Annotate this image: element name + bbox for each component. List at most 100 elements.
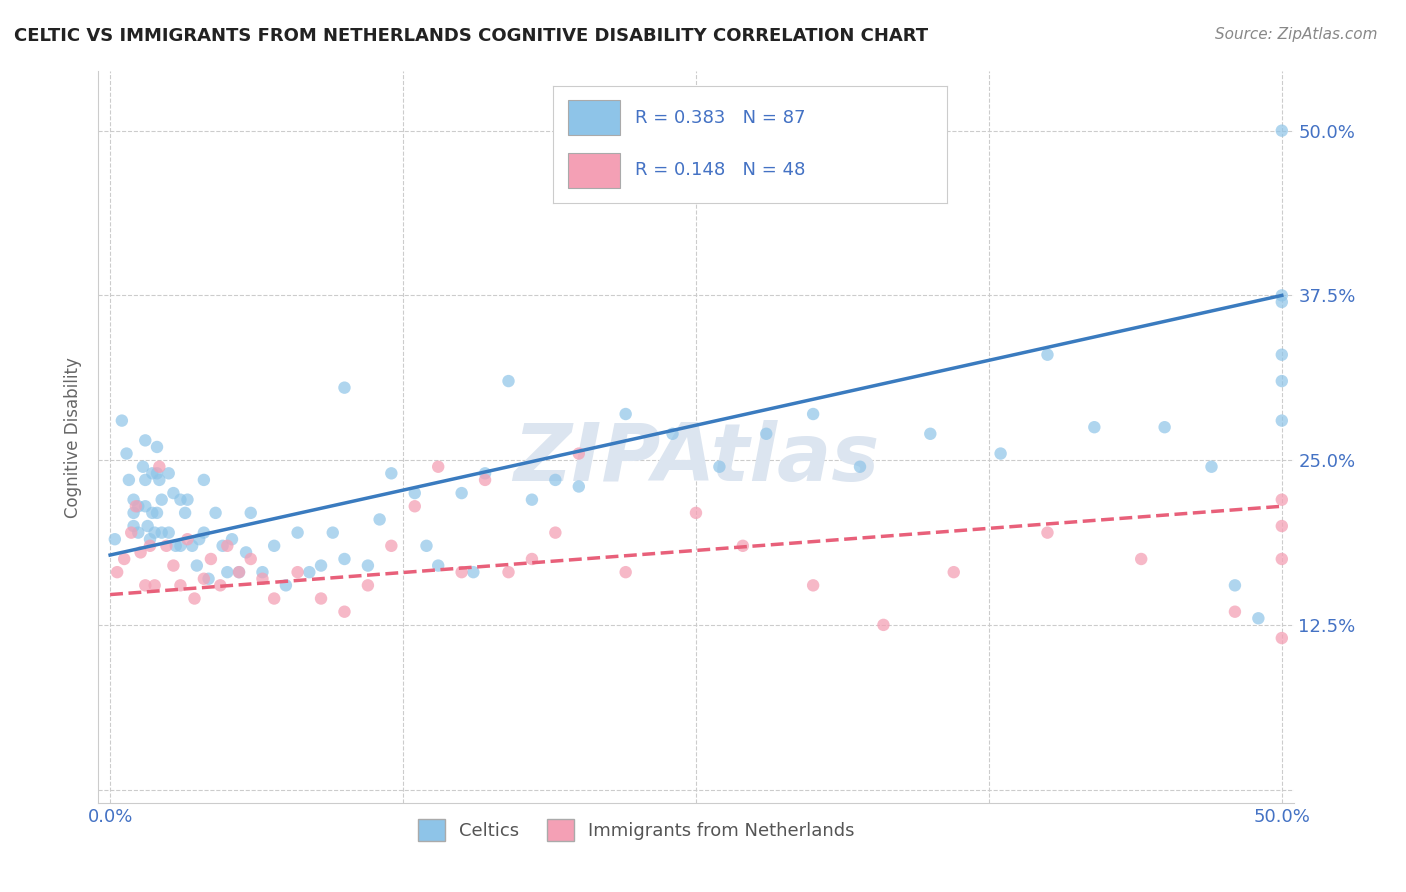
Point bbox=[162, 486, 184, 500]
Point bbox=[614, 407, 637, 421]
Point bbox=[176, 492, 198, 507]
Point bbox=[357, 578, 380, 592]
Point bbox=[141, 467, 163, 481]
Point bbox=[150, 492, 173, 507]
Point bbox=[404, 486, 426, 500]
Point bbox=[104, 533, 127, 547]
Point bbox=[105, 565, 128, 579]
Point bbox=[568, 479, 591, 493]
Point bbox=[115, 446, 138, 460]
Point bbox=[169, 578, 191, 592]
Point bbox=[134, 578, 156, 592]
Point bbox=[357, 558, 380, 573]
Point bbox=[186, 558, 208, 573]
Point bbox=[322, 525, 344, 540]
Point bbox=[111, 414, 134, 428]
Point bbox=[183, 591, 205, 606]
Point bbox=[520, 492, 543, 507]
Point bbox=[333, 552, 356, 566]
Point bbox=[211, 539, 233, 553]
Point bbox=[141, 506, 163, 520]
Point bbox=[1036, 525, 1059, 540]
Point bbox=[368, 512, 391, 526]
Point bbox=[150, 525, 173, 540]
Point bbox=[287, 565, 309, 579]
Point bbox=[427, 558, 450, 573]
Point bbox=[544, 473, 567, 487]
Point bbox=[849, 459, 872, 474]
Point bbox=[427, 459, 450, 474]
Point bbox=[120, 525, 142, 540]
Point bbox=[217, 539, 239, 553]
Point bbox=[1130, 552, 1153, 566]
Text: Source: ZipAtlas.com: Source: ZipAtlas.com bbox=[1215, 27, 1378, 42]
Point bbox=[661, 426, 683, 441]
Point bbox=[287, 525, 309, 540]
Point bbox=[169, 492, 191, 507]
Point bbox=[380, 539, 402, 553]
Point bbox=[146, 506, 169, 520]
Point bbox=[193, 572, 215, 586]
Point bbox=[134, 500, 156, 514]
Point bbox=[252, 572, 274, 586]
Point bbox=[1271, 374, 1294, 388]
Point bbox=[801, 407, 824, 421]
Point bbox=[474, 467, 496, 481]
Point bbox=[685, 506, 707, 520]
Point bbox=[1153, 420, 1175, 434]
Point bbox=[200, 552, 222, 566]
Point bbox=[1271, 631, 1294, 645]
Point bbox=[920, 426, 942, 441]
Point bbox=[1271, 348, 1294, 362]
Point bbox=[204, 506, 226, 520]
Point bbox=[544, 525, 567, 540]
Point bbox=[174, 506, 197, 520]
Point bbox=[118, 473, 141, 487]
Text: ZIPAtlas: ZIPAtlas bbox=[513, 420, 879, 498]
Point bbox=[298, 565, 321, 579]
Point bbox=[1083, 420, 1105, 434]
Point bbox=[1247, 611, 1270, 625]
Point bbox=[129, 545, 152, 559]
Point bbox=[165, 539, 187, 553]
Point bbox=[127, 525, 149, 540]
Point bbox=[463, 565, 485, 579]
Text: CELTIC VS IMMIGRANTS FROM NETHERLANDS COGNITIVE DISABILITY CORRELATION CHART: CELTIC VS IMMIGRANTS FROM NETHERLANDS CO… bbox=[14, 27, 928, 45]
Point bbox=[146, 440, 169, 454]
Point bbox=[169, 539, 191, 553]
Point bbox=[274, 578, 297, 592]
Point bbox=[1271, 414, 1294, 428]
Point bbox=[228, 565, 250, 579]
Point bbox=[143, 525, 166, 540]
Point bbox=[450, 486, 472, 500]
Point bbox=[217, 565, 239, 579]
Point bbox=[1223, 578, 1246, 592]
Point bbox=[1271, 295, 1294, 310]
Point bbox=[1271, 519, 1294, 533]
Point bbox=[134, 473, 156, 487]
Point bbox=[239, 506, 262, 520]
Point bbox=[309, 591, 332, 606]
Point bbox=[1201, 459, 1223, 474]
Point bbox=[731, 539, 754, 553]
Y-axis label: Cognitive Disability: Cognitive Disability bbox=[65, 357, 83, 517]
Point bbox=[209, 578, 232, 592]
Point bbox=[188, 533, 211, 547]
Point bbox=[380, 467, 402, 481]
Point bbox=[498, 374, 520, 388]
Point bbox=[1036, 348, 1059, 362]
Point bbox=[139, 539, 162, 553]
Point bbox=[136, 519, 159, 533]
Point bbox=[228, 565, 250, 579]
Point bbox=[1271, 552, 1294, 566]
Point bbox=[709, 459, 731, 474]
Point bbox=[450, 565, 472, 579]
Point bbox=[520, 552, 543, 566]
Point bbox=[143, 578, 166, 592]
Legend: Celtics, Immigrants from Netherlands: Celtics, Immigrants from Netherlands bbox=[411, 812, 862, 848]
Point bbox=[157, 467, 180, 481]
Point bbox=[148, 473, 170, 487]
Point bbox=[1271, 123, 1294, 137]
Point bbox=[122, 506, 145, 520]
Point bbox=[127, 500, 149, 514]
